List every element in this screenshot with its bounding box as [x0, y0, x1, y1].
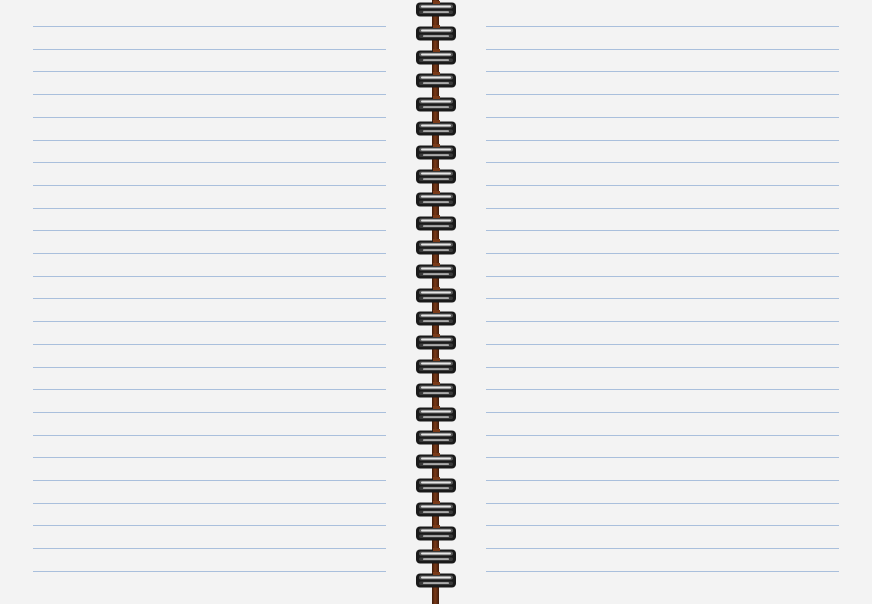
- ruled-line: [486, 480, 839, 481]
- spiral-ring-icon: [415, 25, 457, 42]
- spiral-ring-icon: [415, 334, 457, 351]
- ruled-line: [486, 321, 839, 322]
- spiral-binding: [414, 0, 458, 604]
- ruled-line: [33, 185, 386, 186]
- spiral-ring-icon: [415, 287, 457, 304]
- ruled-line: [33, 480, 386, 481]
- spiral-ring-icon: [415, 239, 457, 256]
- ruled-line: [486, 94, 839, 95]
- ruled-line: [33, 208, 386, 209]
- spiral-ring-icon: [415, 120, 457, 137]
- ruled-line: [33, 117, 386, 118]
- ruled-line: [486, 140, 839, 141]
- ruled-line: [486, 208, 839, 209]
- ruled-line: [33, 321, 386, 322]
- ruled-line: [33, 140, 386, 141]
- ruled-line: [486, 457, 839, 458]
- ruled-line: [486, 367, 839, 368]
- spiral-ring-icon: [415, 72, 457, 89]
- right-page: [486, 0, 839, 604]
- spiral-ring-icon: [415, 191, 457, 208]
- ruled-line: [33, 94, 386, 95]
- ruled-line: [33, 389, 386, 390]
- ruled-line: [486, 276, 839, 277]
- ruled-line: [33, 298, 386, 299]
- ruled-line: [486, 162, 839, 163]
- ruled-line: [33, 71, 386, 72]
- ruled-line: [486, 548, 839, 549]
- ruled-line: [486, 412, 839, 413]
- spiral-ring-icon: [415, 406, 457, 423]
- ruled-line: [33, 162, 386, 163]
- ruled-line: [486, 525, 839, 526]
- ruled-line: [33, 49, 386, 50]
- spiral-ring-icon: [415, 96, 457, 113]
- ruled-line: [33, 525, 386, 526]
- spiral-ring-icon: [415, 382, 457, 399]
- spiral-ring-icon: [415, 453, 457, 470]
- left-page: [33, 0, 386, 604]
- ruled-line: [33, 230, 386, 231]
- ruled-line: [33, 503, 386, 504]
- ruled-line: [33, 253, 386, 254]
- spiral-ring-icon: [415, 525, 457, 542]
- spiral-ring-icon: [415, 168, 457, 185]
- spiral-ring-icon: [415, 215, 457, 232]
- ruled-line: [486, 26, 839, 27]
- spiral-ring-icon: [415, 144, 457, 161]
- ruled-line: [33, 571, 386, 572]
- spiral-ring-icon: [415, 572, 457, 589]
- ruled-line: [486, 253, 839, 254]
- ruled-line: [33, 412, 386, 413]
- spiral-ring-icon: [415, 477, 457, 494]
- spiral-ring-icon: [415, 49, 457, 66]
- spiral-ring-icon: [415, 263, 457, 280]
- ruled-line: [486, 71, 839, 72]
- ruled-line: [486, 503, 839, 504]
- ruled-line: [33, 367, 386, 368]
- ruled-line: [33, 457, 386, 458]
- ruled-line: [33, 548, 386, 549]
- ruled-line: [486, 344, 839, 345]
- spiral-ring-icon: [415, 358, 457, 375]
- spiral-ring-icon: [415, 310, 457, 327]
- ruled-line: [33, 435, 386, 436]
- ruled-line: [486, 389, 839, 390]
- ruled-line: [33, 344, 386, 345]
- ruled-line: [486, 185, 839, 186]
- ruled-line: [486, 49, 839, 50]
- ruled-line: [486, 435, 839, 436]
- spiral-ring-icon: [415, 548, 457, 565]
- ruled-line: [33, 276, 386, 277]
- spiral-ring-icon: [415, 429, 457, 446]
- ruled-line: [33, 26, 386, 27]
- ruled-line: [486, 571, 839, 572]
- spiral-ring-icon: [415, 1, 457, 18]
- ruled-line: [486, 298, 839, 299]
- ruled-line: [486, 230, 839, 231]
- spiral-ring-icon: [415, 501, 457, 518]
- ruled-line: [486, 117, 839, 118]
